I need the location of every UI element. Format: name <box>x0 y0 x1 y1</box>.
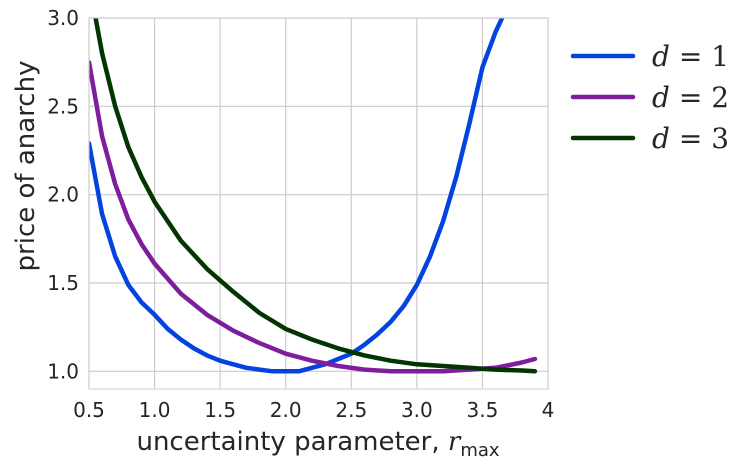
x-tick-label: 3.5 <box>467 398 499 422</box>
legend-label-3: d = 3 <box>652 122 729 155</box>
y-axis-label: price of anarchy <box>11 61 41 272</box>
y-tick-label: 3.0 <box>47 6 79 30</box>
legend-label-2: d = 2 <box>652 81 729 114</box>
x-tick-labels: 0.5 1.0 1.5 2.0 2.5 3.0 3.5 4 <box>73 398 554 422</box>
y-tick-label: 1.0 <box>47 359 79 383</box>
series-line-2 <box>89 59 538 374</box>
y-tick-label: 1.5 <box>47 271 79 295</box>
x-tick-label: 1.5 <box>204 398 236 422</box>
x-tick-label: 3.0 <box>401 398 433 422</box>
legend-label-1: d = 1 <box>652 40 729 73</box>
x-tick-label: 2.0 <box>270 398 302 422</box>
x-tick-label: 0.5 <box>73 398 105 422</box>
x-axis-label-var: r <box>448 427 462 457</box>
series-line-1 <box>89 18 505 374</box>
y-tick-label: 2.5 <box>47 94 79 118</box>
x-tick-label: 4 <box>542 398 555 422</box>
y-tick-labels: 1.0 1.5 2.0 2.5 3.0 <box>47 6 79 383</box>
x-axis-label: uncertainty parameter, rmax <box>136 427 499 461</box>
y-tick-label: 2.0 <box>47 183 79 207</box>
x-axis-label-sub: max <box>460 440 500 461</box>
series-group <box>89 18 538 374</box>
x-tick-label: 1.0 <box>139 398 171 422</box>
x-tick-label: 2.5 <box>335 398 367 422</box>
series-line-3 <box>93 18 538 374</box>
legend: d = 1 d = 2 d = 3 <box>570 40 729 155</box>
plot-frame <box>88 17 549 390</box>
